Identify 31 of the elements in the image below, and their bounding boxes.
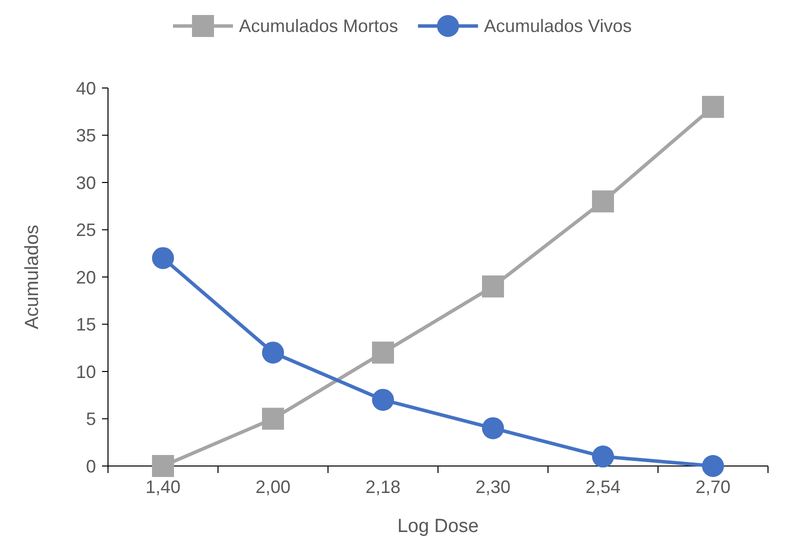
x-tick-label: 2,00	[255, 477, 291, 497]
point	[482, 417, 504, 440]
y-tick-label: 25	[76, 220, 96, 240]
y-tick-label: 40	[76, 78, 96, 98]
y-tick-label: 10	[76, 362, 96, 382]
legend-label: Acumulados Mortos	[239, 16, 398, 36]
point	[702, 96, 724, 118]
point	[262, 408, 284, 430]
y-axis-title: Acumulados	[22, 224, 43, 330]
y-tick-label: 15	[76, 314, 96, 335]
point	[372, 342, 394, 364]
legend-label: Acumulados Vivos	[484, 16, 632, 36]
point	[482, 275, 504, 298]
y-tick-label: 35	[76, 126, 96, 146]
y-tick-label: 30	[76, 172, 96, 193]
point	[372, 388, 394, 411]
point	[152, 455, 174, 477]
y-tick-label: 5	[86, 409, 96, 430]
x-tick-label: 1,40	[145, 477, 181, 497]
y-tick-label: 0	[86, 456, 96, 476]
y-tick-label: 20	[76, 267, 96, 288]
x-axis-title: Log Dose	[397, 516, 479, 537]
point	[262, 342, 284, 364]
x-tick-label: 2,30	[475, 477, 511, 497]
point	[702, 455, 724, 477]
x-tick-label: 2,70	[695, 477, 731, 497]
point	[592, 446, 614, 468]
point	[592, 190, 614, 212]
point	[152, 247, 174, 270]
x-tick-label: 2,54	[585, 477, 621, 497]
x-tick-label: 2,18	[365, 477, 401, 497]
